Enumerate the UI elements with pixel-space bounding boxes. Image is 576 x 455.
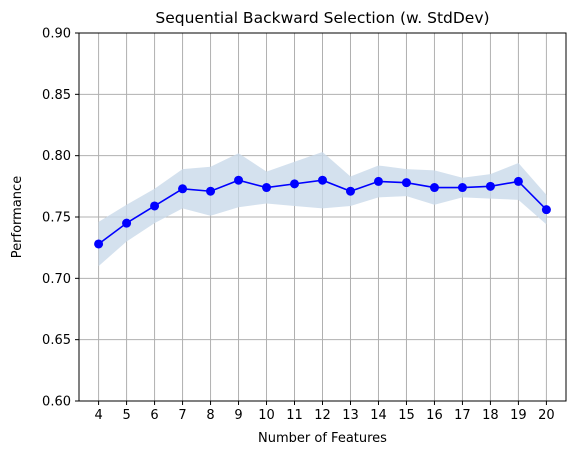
std-band: [98, 151, 547, 267]
x-tick-label: 8: [206, 408, 214, 423]
data-point: [290, 179, 300, 189]
data-point: [513, 176, 523, 186]
x-tick-label: 18: [482, 408, 499, 423]
data-point: [206, 186, 216, 196]
data-point: [345, 186, 355, 196]
x-tick-label: 7: [178, 408, 186, 423]
std-band-layer: [98, 151, 547, 267]
y-tick-label: 0.70: [42, 272, 71, 287]
x-tick-label: 9: [234, 408, 242, 423]
x-tick-label: 4: [94, 408, 102, 423]
data-point: [122, 218, 132, 228]
y-tick-label: 0.90: [42, 27, 71, 42]
data-point: [234, 175, 244, 185]
chart-title: Sequential Backward Selection (w. StdDev…: [155, 9, 489, 27]
y-tick-label: 0.60: [42, 395, 71, 410]
x-axis-label: Number of Features: [258, 431, 387, 446]
x-tick-label: 11: [286, 408, 303, 423]
data-point: [318, 175, 327, 185]
y-tick-label: 0.85: [42, 88, 71, 103]
data-point: [373, 176, 383, 186]
data-point: [178, 184, 188, 194]
x-tick-label: 5: [122, 408, 130, 423]
x-tick-label: 19: [510, 408, 527, 423]
series-points-layer: [94, 175, 551, 249]
data-point: [485, 181, 495, 191]
data-point: [401, 178, 411, 188]
x-tick-label: 20: [538, 408, 555, 423]
data-point: [150, 201, 160, 211]
x-tick-label: 10: [258, 408, 275, 423]
data-point: [457, 183, 467, 193]
x-tick-label: 14: [370, 408, 387, 423]
x-tick-label: 12: [314, 408, 331, 423]
x-tick-label: 17: [454, 408, 471, 423]
y-axis-label: Performance: [10, 176, 25, 258]
x-tick-label: 13: [342, 408, 359, 423]
data-point: [94, 239, 104, 249]
y-tick-label: 0.80: [42, 149, 71, 164]
data-point: [429, 183, 439, 193]
ticks: 4 5 6 7 8 9 10 11 12 13 14 15 16 17 18 19 20 0.60 0.65 0.70…: [42, 27, 555, 424]
data-point: [262, 183, 272, 193]
x-tick-label: 16: [426, 408, 443, 423]
data-point: [541, 205, 551, 215]
x-tick-label: 6: [150, 408, 158, 423]
y-tick-label: 0.75: [42, 211, 71, 226]
y-tick-label: 0.65: [42, 333, 71, 348]
x-tick-label: 15: [398, 408, 415, 423]
